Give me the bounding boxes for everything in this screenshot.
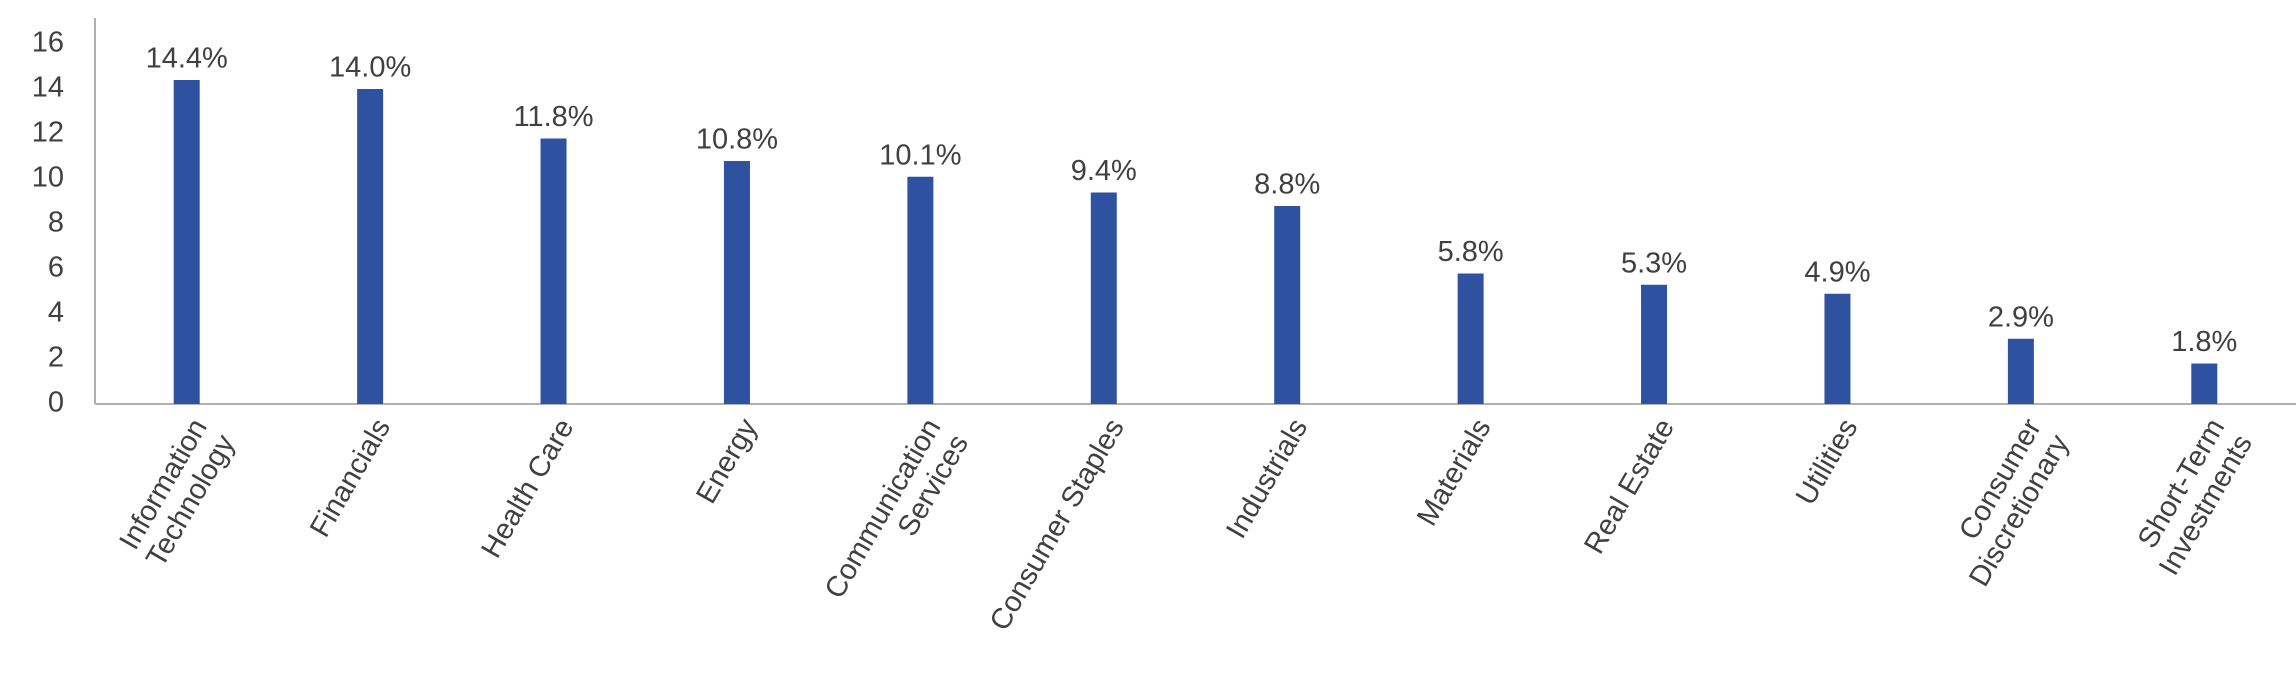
x-tick-label: Health Care — [475, 413, 580, 563]
bar — [173, 80, 200, 404]
bar — [1274, 206, 1301, 404]
y-tick-label: 0 — [48, 387, 64, 419]
value-label: 4.9% — [1804, 256, 1870, 288]
x-tick-label: ConsumerDiscretionary — [1935, 413, 2075, 592]
y-tick-label: 10 — [32, 162, 64, 194]
bar — [1090, 192, 1117, 404]
x-tick-label: InformationTechnology — [112, 413, 241, 572]
y-tick-label: 12 — [32, 117, 64, 149]
value-label: 10.1% — [879, 139, 961, 171]
bar — [357, 89, 384, 404]
x-tick-label: Energy — [690, 413, 764, 509]
bar — [2191, 363, 2218, 404]
bar — [723, 161, 750, 404]
value-label: 5.3% — [1621, 247, 1687, 279]
value-label: 2.9% — [1988, 301, 2054, 333]
y-tick-label: 4 — [48, 297, 64, 329]
value-label: 10.8% — [696, 124, 778, 156]
x-tick-label: Consumer Staples — [983, 413, 1130, 636]
x-tick-label: Short-TermInvestments — [2125, 413, 2259, 580]
value-label: 11.8% — [514, 101, 594, 133]
bar — [2007, 338, 2034, 404]
bar — [1457, 273, 1484, 404]
x-tick-label: Materials — [1411, 413, 1498, 531]
bar — [1641, 284, 1668, 404]
y-tick-label: 16 — [32, 27, 64, 59]
x-tick-label: Real Estate — [1578, 413, 1681, 559]
value-label: 1.8% — [2171, 326, 2237, 358]
x-tick-label: Industrials — [1220, 413, 1314, 543]
x-tick-label: Financials — [304, 413, 397, 542]
value-label: 5.8% — [1438, 236, 1504, 268]
value-label: 9.4% — [1071, 155, 1137, 187]
y-tick-label: 14 — [32, 72, 64, 104]
value-label: 14.0% — [329, 52, 411, 84]
y-tick-label: 8 — [48, 207, 64, 239]
x-tick-label: Utilities — [1790, 413, 1864, 510]
x-tick-label: CommunicationServices — [819, 413, 975, 619]
y-tick-label: 2 — [48, 342, 64, 374]
value-label: 8.8% — [1254, 169, 1320, 201]
y-tick-label: 6 — [48, 252, 64, 284]
bar — [540, 138, 567, 404]
bar — [907, 176, 934, 404]
value-label: 14.4% — [146, 43, 228, 75]
bar — [1824, 293, 1851, 404]
